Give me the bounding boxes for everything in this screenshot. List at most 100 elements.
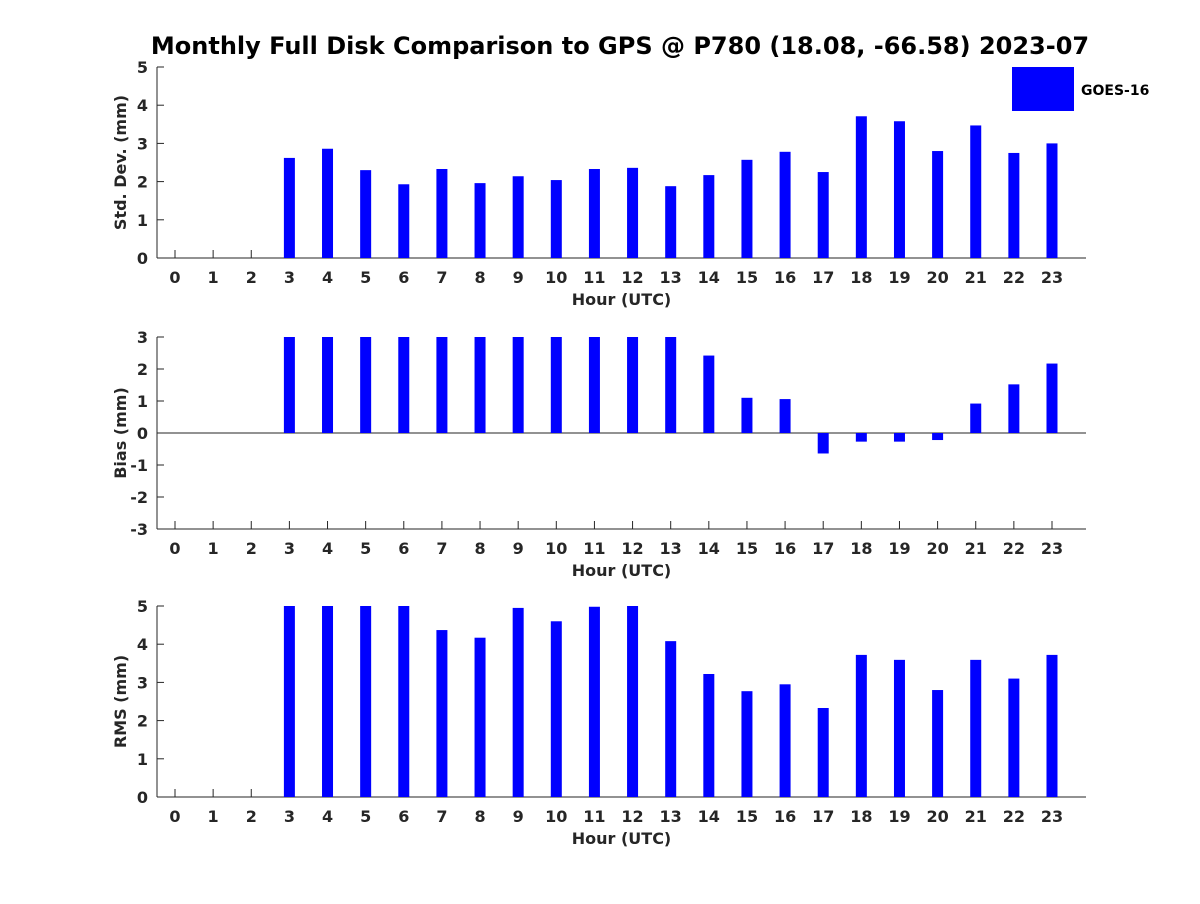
y-tick-label: 4 <box>137 96 148 115</box>
x-tick-label: 13 <box>660 268 682 287</box>
x-tick-label: 16 <box>774 539 796 558</box>
x-tick-label: 20 <box>926 539 948 558</box>
x-axis-label: Hour (UTC) <box>572 290 672 309</box>
x-tick-label: 0 <box>169 539 180 558</box>
bar-goes-16-hour-10 <box>550 337 562 433</box>
x-tick-label: 20 <box>926 807 948 826</box>
bar-goes-16-hour-6 <box>398 337 410 433</box>
bar-goes-16-hour-15 <box>741 159 753 258</box>
bar-goes-16-hour-5 <box>360 337 372 433</box>
x-tick-label: 8 <box>474 539 485 558</box>
x-tick-label: 4 <box>322 539 333 558</box>
y-tick-label: 2 <box>137 360 148 379</box>
bar-goes-16-hour-18 <box>855 654 867 797</box>
bar-goes-16-hour-8 <box>474 183 486 258</box>
bar-goes-16-hour-9 <box>512 337 524 433</box>
y-tick-label: 1 <box>137 392 148 411</box>
y-tick-label: 5 <box>137 58 148 77</box>
bar-goes-16-hour-20 <box>932 690 944 797</box>
x-tick-label: 21 <box>965 807 987 826</box>
x-tick-label: 15 <box>736 539 758 558</box>
x-tick-label: 16 <box>774 807 796 826</box>
x-tick-label: 1 <box>208 268 219 287</box>
x-tick-label: 18 <box>850 539 872 558</box>
x-tick-label: 23 <box>1041 268 1063 287</box>
bar-goes-16-hour-10 <box>550 180 562 258</box>
x-tick-label: 17 <box>812 268 834 287</box>
x-tick-label: 9 <box>513 807 524 826</box>
bar-goes-16-hour-16 <box>779 399 791 433</box>
bar-goes-16-hour-12 <box>627 337 639 433</box>
bar-goes-16-hour-13 <box>665 186 677 258</box>
x-tick-label: 14 <box>698 268 720 287</box>
y-axis-label: RMS (mm) <box>111 655 130 748</box>
legend-label: GOES-16 <box>1081 83 1149 99</box>
x-tick-label: 15 <box>736 807 758 826</box>
x-tick-label: 19 <box>888 807 910 826</box>
y-tick-label: 4 <box>137 635 148 654</box>
bar-goes-16-hour-19 <box>893 121 905 258</box>
x-tick-label: 23 <box>1041 539 1063 558</box>
y-tick-label: 2 <box>137 173 148 192</box>
y-tick-label: 5 <box>137 597 148 616</box>
bar-goes-16-hour-23 <box>1046 654 1058 797</box>
x-tick-label: 10 <box>545 807 567 826</box>
y-tick-label: 0 <box>137 249 148 268</box>
x-tick-label: 4 <box>322 268 333 287</box>
bar-goes-16-hour-7 <box>436 337 448 433</box>
bar-goes-16-hour-4 <box>322 606 334 797</box>
x-tick-label: 12 <box>621 807 643 826</box>
bar-goes-16-hour-21 <box>970 403 982 433</box>
x-tick-label: 23 <box>1041 807 1063 826</box>
x-tick-label: 6 <box>398 539 409 558</box>
x-tick-label: 16 <box>774 268 796 287</box>
x-tick-label: 3 <box>284 268 295 287</box>
bar-goes-16-hour-22 <box>1008 152 1020 258</box>
x-tick-label: 9 <box>513 268 524 287</box>
bar-goes-16-hour-7 <box>436 168 448 258</box>
bar-goes-16-hour-9 <box>512 607 524 797</box>
bar-goes-16-hour-14 <box>703 673 715 797</box>
x-tick-label: 0 <box>169 807 180 826</box>
y-tick-label: 1 <box>137 211 148 230</box>
x-tick-label: 17 <box>812 807 834 826</box>
bar-goes-16-hour-17 <box>817 172 829 258</box>
bar-goes-16-hour-15 <box>741 691 753 797</box>
x-tick-label: 8 <box>474 807 485 826</box>
x-tick-label: 5 <box>360 539 371 558</box>
x-tick-label: 1 <box>208 539 219 558</box>
x-tick-label: 12 <box>621 268 643 287</box>
y-tick-label: -1 <box>130 456 148 475</box>
bar-goes-16-hour-3 <box>283 606 295 797</box>
x-tick-label: 11 <box>583 268 605 287</box>
bar-goes-16-hour-15 <box>741 397 753 433</box>
chart-title: Monthly Full Disk Comparison to GPS @ P7… <box>151 32 1089 60</box>
x-tick-label: 20 <box>926 268 948 287</box>
x-tick-label: 3 <box>284 807 295 826</box>
bar-goes-16-hour-22 <box>1008 678 1020 797</box>
x-tick-label: 10 <box>545 268 567 287</box>
x-tick-label: 2 <box>246 268 257 287</box>
bar-goes-16-hour-3 <box>283 337 295 433</box>
x-tick-label: 1 <box>208 807 219 826</box>
x-tick-label: 7 <box>436 268 447 287</box>
y-tick-label: 0 <box>137 424 148 443</box>
x-tick-label: 2 <box>246 807 257 826</box>
bar-goes-16-hour-4 <box>322 148 334 258</box>
x-axis-label: Hour (UTC) <box>572 829 672 848</box>
x-tick-label: 11 <box>583 539 605 558</box>
bar-goes-16-hour-20 <box>932 433 944 441</box>
bar-goes-16-hour-5 <box>360 606 372 797</box>
x-axis-label: Hour (UTC) <box>572 561 672 580</box>
bar-goes-16-hour-4 <box>322 337 334 433</box>
bar-goes-16-hour-22 <box>1008 384 1020 433</box>
x-tick-label: 19 <box>888 268 910 287</box>
x-tick-label: 14 <box>698 807 720 826</box>
x-tick-label: 9 <box>513 539 524 558</box>
x-tick-label: 3 <box>284 539 295 558</box>
x-tick-label: 22 <box>1003 807 1025 826</box>
bar-goes-16-hour-16 <box>779 684 791 797</box>
x-tick-label: 13 <box>660 807 682 826</box>
x-tick-label: 2 <box>246 539 257 558</box>
